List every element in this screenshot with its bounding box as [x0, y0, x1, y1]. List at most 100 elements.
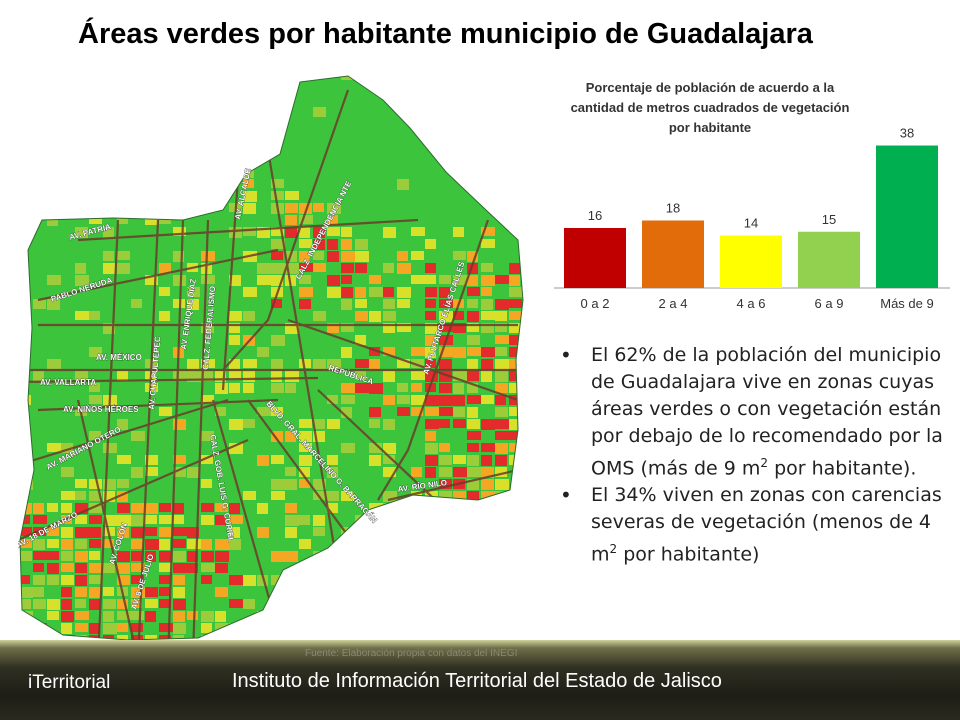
map-block: [229, 383, 240, 393]
chart-category-label: 2 a 4: [659, 296, 688, 311]
map-block: [75, 311, 89, 320]
map-block: [285, 599, 296, 609]
map-block: [89, 623, 100, 634]
map-block: [33, 371, 44, 381]
map-block: [425, 431, 436, 441]
map-block: [425, 407, 439, 416]
map-block: [257, 527, 269, 538]
map-block: [327, 419, 340, 429]
map-block: [341, 275, 352, 284]
chart-data-label: 14: [744, 216, 758, 231]
map-block: [103, 539, 114, 548]
map-block: [397, 599, 410, 610]
map-block: [299, 455, 312, 466]
map-block: [355, 575, 368, 584]
map-block: [411, 611, 422, 622]
map-block: [369, 347, 380, 356]
map-block: [257, 503, 268, 514]
map-block: [411, 395, 425, 405]
map-block: [523, 335, 526, 344]
map-block: [257, 347, 269, 357]
map-block: [285, 203, 298, 213]
map-block: [243, 599, 255, 609]
map-block: [341, 539, 355, 549]
map-block: [299, 623, 310, 634]
map-block: [341, 239, 352, 250]
map-block: [201, 431, 214, 441]
map-block: [313, 227, 325, 238]
map-block: [89, 95, 100, 106]
map-block: [313, 203, 324, 212]
map-block: [523, 563, 526, 574]
map-block: [369, 455, 381, 466]
map-block: [131, 587, 145, 598]
map-block: [33, 95, 47, 104]
map-block: [201, 611, 214, 622]
map-block: [243, 76, 257, 80]
map-block: [509, 383, 521, 393]
map-block: [243, 83, 257, 94]
map-block: [383, 443, 396, 454]
map-block: [75, 263, 86, 274]
map-block: [145, 539, 159, 550]
map-block: [299, 239, 312, 248]
map-block: [383, 455, 395, 464]
map-block: [215, 503, 228, 512]
map-block: [411, 383, 422, 392]
map-block: [117, 491, 128, 502]
map-block: [425, 455, 438, 466]
map-block: [257, 623, 270, 634]
map-block: [75, 275, 89, 286]
map-block: [327, 203, 341, 214]
map-block: [61, 155, 73, 164]
map-block: [285, 191, 299, 200]
map-block: [173, 587, 185, 598]
map-block: [313, 107, 326, 117]
map-block: [47, 359, 61, 369]
map-block: [299, 599, 312, 608]
map-block: [425, 551, 436, 560]
map-block: [89, 599, 100, 610]
map-block: [243, 179, 254, 188]
map-road: [266, 149, 340, 571]
map-block: [159, 635, 171, 640]
map-block: [243, 107, 257, 118]
map-block: [215, 383, 228, 394]
map-block: [509, 371, 521, 381]
map-block: [523, 263, 526, 274]
map-block: [20, 551, 32, 561]
map-block: [495, 299, 509, 310]
map-block: [61, 467, 74, 477]
map-road: [191, 219, 210, 640]
map-block: [369, 527, 380, 536]
map-block: [47, 143, 59, 152]
map-block: [61, 575, 74, 585]
map-block: [383, 491, 397, 502]
map-block: [61, 503, 72, 513]
map-block: [145, 455, 158, 465]
map-block: [47, 551, 59, 560]
chart-bar-4-a-6: [720, 235, 782, 288]
map-block: [271, 227, 284, 236]
map-block: [243, 575, 256, 586]
map-block: [495, 539, 508, 548]
map-block: [131, 623, 143, 632]
map-block: [243, 359, 257, 368]
map-block: [145, 203, 156, 214]
map-block: [327, 503, 338, 513]
map-block: [257, 263, 271, 274]
map-block: [467, 383, 478, 393]
map-block: [299, 215, 313, 224]
map-block: [439, 479, 452, 489]
map-block: [341, 623, 352, 632]
map-block: [467, 563, 478, 573]
map-block: [439, 527, 452, 537]
map-block: [299, 251, 310, 262]
chart-title-line-1: Porcentaje de población de acuerdo a la: [586, 80, 835, 95]
map-block: [341, 491, 353, 501]
map-block: [467, 251, 478, 262]
map-block: [89, 479, 102, 489]
map-block: [103, 251, 114, 261]
map-block: [299, 299, 311, 309]
map-block: [229, 359, 240, 369]
